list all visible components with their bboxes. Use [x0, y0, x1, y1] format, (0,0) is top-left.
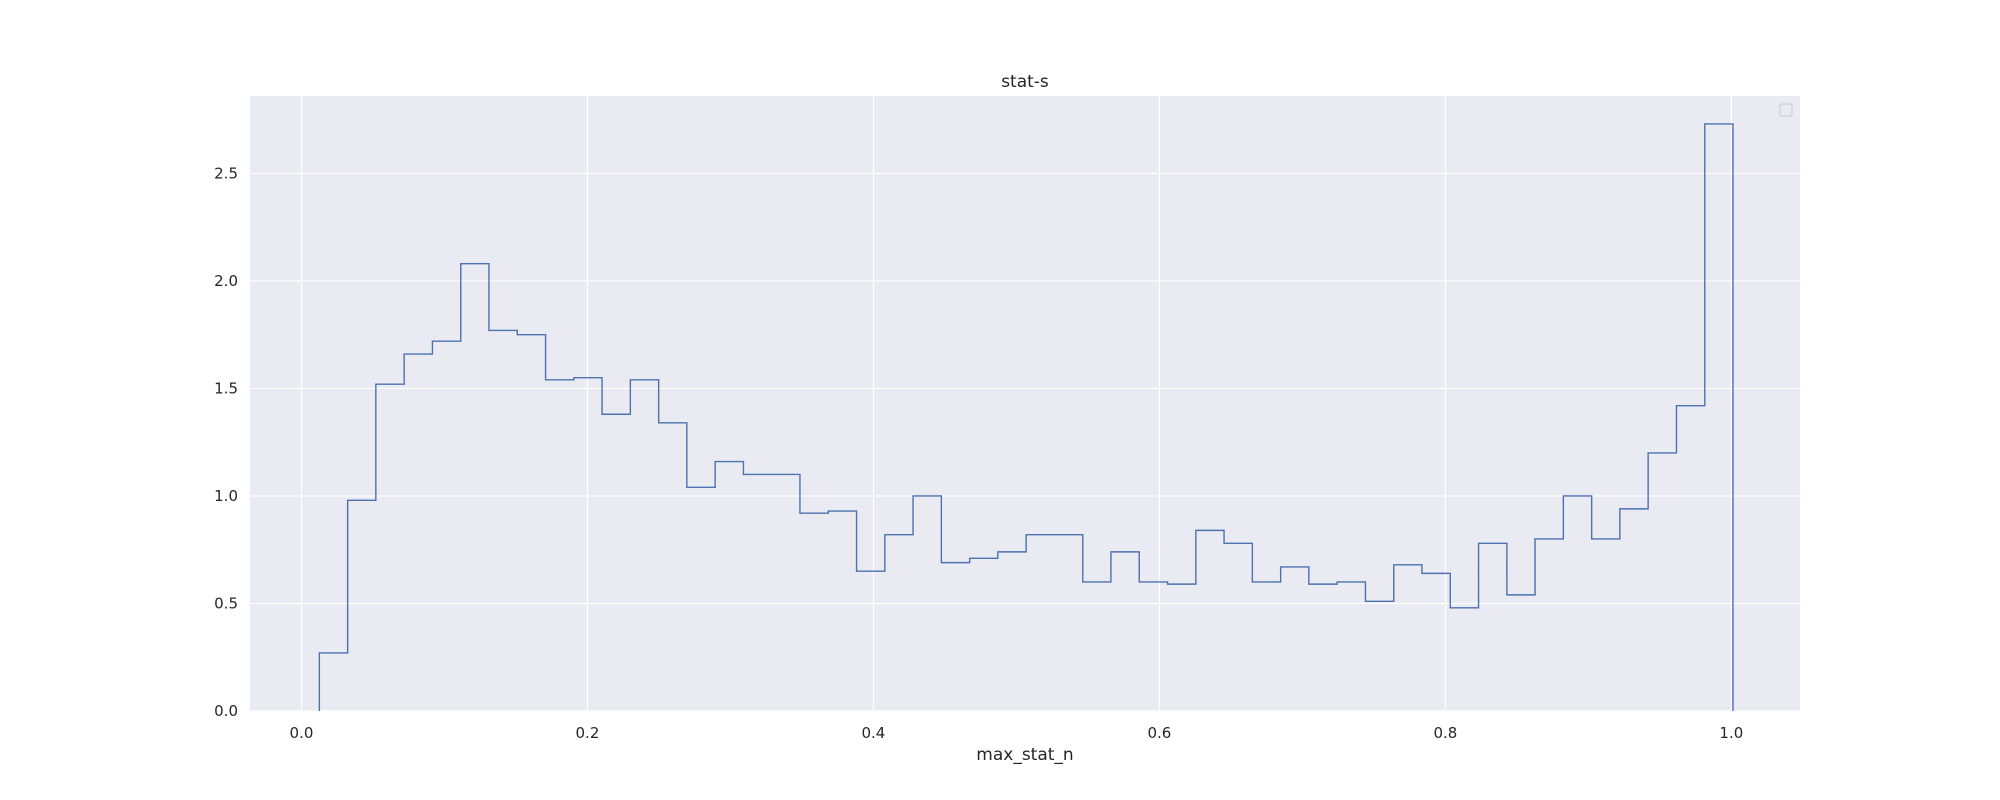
vertical-gridlines: [300, 96, 1732, 711]
histogram-step-line: [318, 123, 1734, 711]
x-tick-label: 0.4: [862, 724, 886, 742]
y-tick-label: 0.0: [214, 702, 238, 720]
legend-box: [1779, 103, 1793, 117]
x-axis-label: max_stat_n: [976, 745, 1073, 765]
x-tick-label: 0.6: [1147, 724, 1171, 742]
x-tick-label: 0.8: [1433, 724, 1457, 742]
y-tick-label: 1.0: [214, 487, 238, 505]
series-layer: [318, 123, 1734, 711]
x-tick-label: 0.0: [290, 724, 314, 742]
y-tick-labels: 0.0 0.5 1.0 1.5 2.0 2.5: [214, 164, 238, 720]
y-tick-label: 0.5: [214, 594, 238, 612]
plot-area: [250, 96, 1800, 711]
y-tick-label: 1.5: [214, 379, 238, 397]
x-tick-label: 0.2: [576, 724, 600, 742]
x-tick-label: 1.0: [1719, 724, 1743, 742]
x-tick-labels: 0.0 0.2 0.4 0.6 0.8 1.0: [290, 724, 1744, 742]
y-tick-label: 2.0: [214, 272, 238, 290]
y-tick-label: 2.5: [214, 164, 238, 182]
chart-title: stat-s: [1001, 72, 1049, 92]
horizontal-gridlines: [250, 172, 1800, 712]
